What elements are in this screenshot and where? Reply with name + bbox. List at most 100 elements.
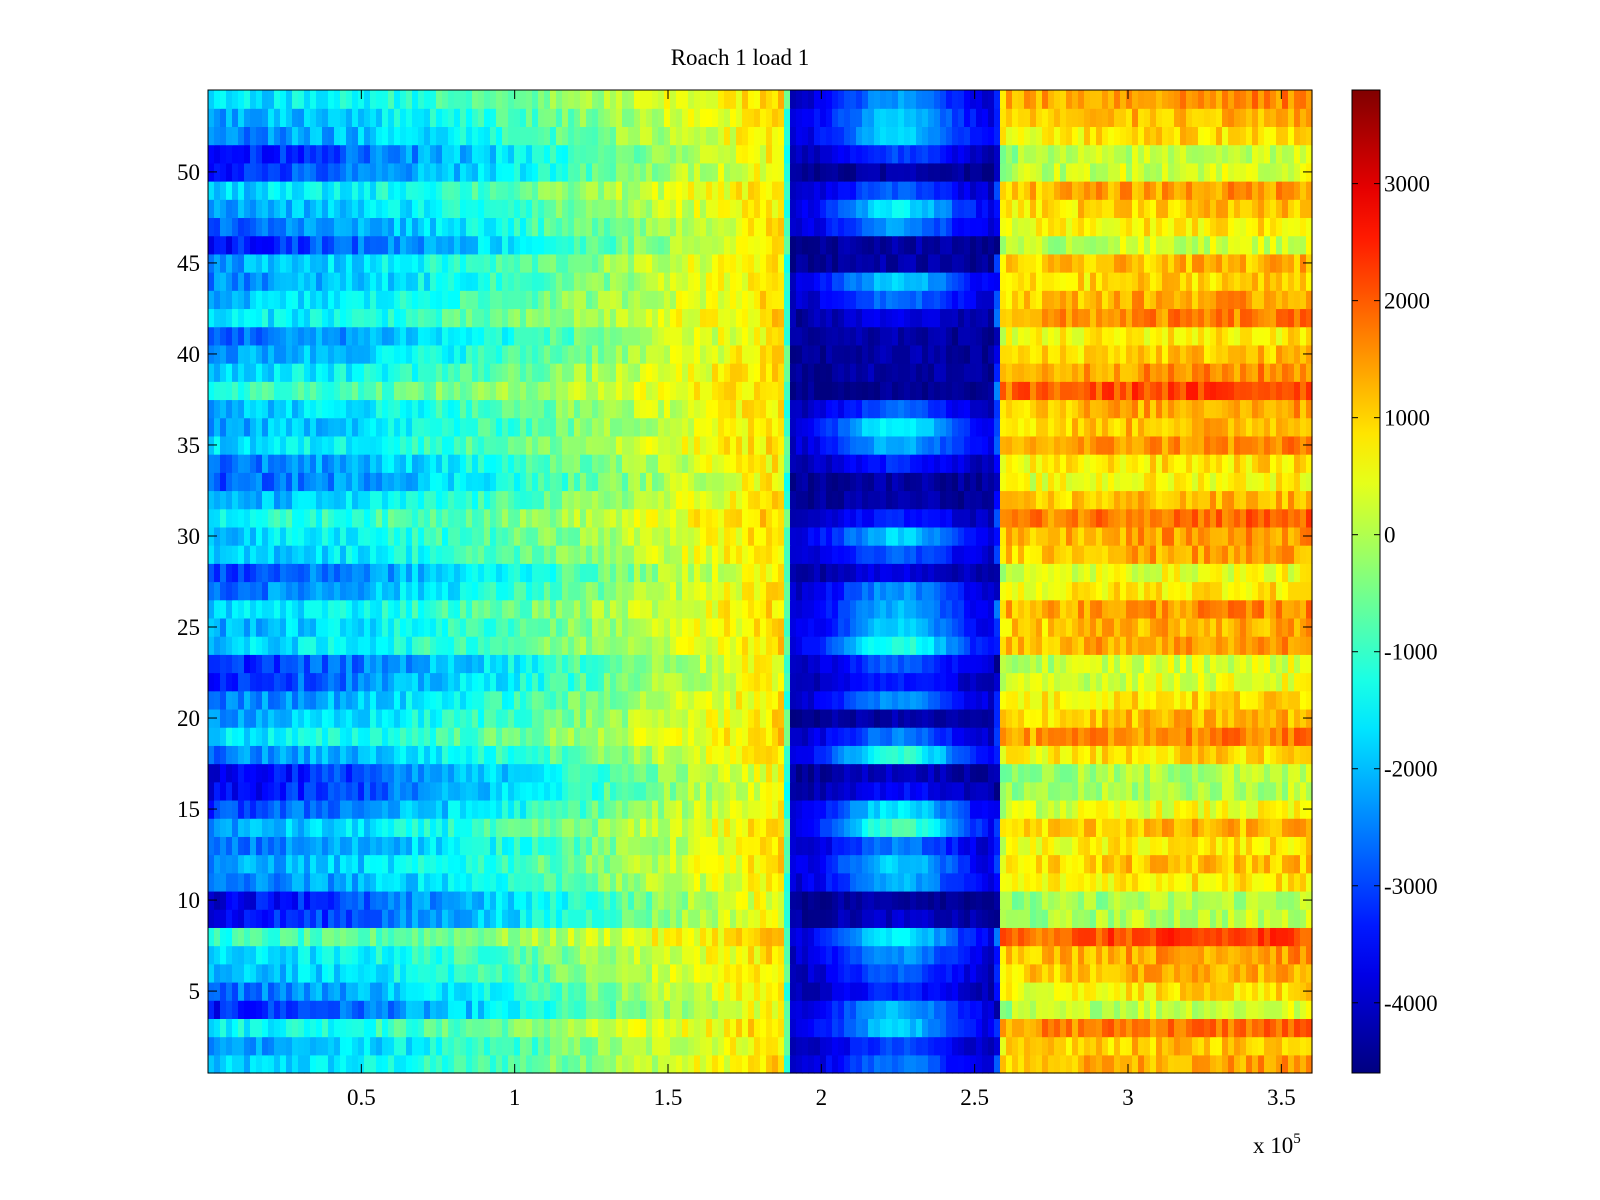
heatmap-cell xyxy=(1060,818,1067,837)
heatmap-cell xyxy=(700,708,707,728)
heatmap-cell xyxy=(508,763,515,783)
heatmap-cell xyxy=(808,745,815,765)
heatmap-cell xyxy=(694,981,701,1001)
heatmap-cell xyxy=(484,981,491,1001)
heatmap-cell xyxy=(370,854,377,874)
heatmap-cell xyxy=(562,963,569,983)
heatmap-cell xyxy=(406,654,413,674)
heatmap-cell xyxy=(1072,818,1079,837)
heatmap-cell xyxy=(226,708,233,728)
heatmap-cell xyxy=(268,1054,275,1074)
heatmap-cell xyxy=(478,654,485,674)
heatmap-cell xyxy=(1234,745,1241,765)
heatmap-cell xyxy=(208,1018,215,1038)
heatmap-cell xyxy=(538,1018,545,1038)
heatmap-cell xyxy=(670,945,677,965)
heatmap-cell xyxy=(862,636,869,655)
heatmap-cell xyxy=(1186,1054,1193,1074)
heatmap-cell xyxy=(334,599,341,619)
heatmap-cell xyxy=(466,727,473,746)
heatmap-cell xyxy=(538,781,545,801)
heatmap-cell xyxy=(1096,1054,1103,1074)
heatmap-cell xyxy=(640,672,647,692)
heatmap-cell xyxy=(604,636,611,655)
heatmap-cell xyxy=(430,836,437,856)
heatmap-cell xyxy=(1060,654,1067,674)
heatmap-cell xyxy=(670,799,677,819)
heatmap-cell xyxy=(1048,745,1055,765)
heatmap-cell xyxy=(292,763,299,783)
heatmap-cell xyxy=(208,909,215,928)
heatmap-cell xyxy=(640,981,647,1001)
heatmap-cell xyxy=(568,854,575,874)
heatmap-cell xyxy=(370,818,377,837)
heatmap-cell xyxy=(574,599,581,619)
heatmap-cell xyxy=(280,690,287,710)
heatmap-cell xyxy=(694,654,701,674)
heatmap-cell xyxy=(952,654,959,674)
heatmap-cell xyxy=(832,872,839,892)
heatmap-cell xyxy=(1294,1054,1301,1074)
heatmap-cell xyxy=(358,745,365,765)
heatmap-cell xyxy=(490,763,497,783)
heatmap-cell xyxy=(808,890,815,910)
heatmap-cell xyxy=(1114,981,1121,1001)
heatmap-cell xyxy=(532,1018,539,1038)
heatmap-cell xyxy=(706,1000,713,1019)
heatmap-cell xyxy=(298,963,305,983)
heatmap-cell xyxy=(1288,581,1295,601)
heatmap-cell xyxy=(856,945,863,965)
heatmap-cell xyxy=(910,890,917,910)
heatmap-cell xyxy=(856,745,863,765)
heatmap-cell xyxy=(1186,872,1193,892)
heatmap-cell xyxy=(250,654,257,674)
heatmap-cell xyxy=(1186,836,1193,856)
heatmap-cell xyxy=(1294,945,1301,965)
heatmap-cell xyxy=(256,818,263,837)
heatmap-cell xyxy=(880,945,887,965)
heatmap-cell xyxy=(790,1018,797,1038)
heatmap-cell xyxy=(376,1036,383,1056)
heatmap-cell xyxy=(496,1018,503,1038)
heatmap-cell xyxy=(292,1018,299,1038)
heatmap-cell xyxy=(1186,818,1193,837)
heatmap-cell xyxy=(1018,890,1025,910)
heatmap-cell xyxy=(610,1036,617,1056)
heatmap-cell xyxy=(1264,581,1271,601)
heatmap-cell xyxy=(736,963,743,983)
heatmap-cell xyxy=(220,963,227,983)
heatmap-cell xyxy=(1138,636,1145,655)
heatmap-cell xyxy=(520,945,527,965)
heatmap-cell xyxy=(802,636,809,655)
heatmap-cell xyxy=(1048,1000,1055,1019)
heatmap-cell xyxy=(910,1018,917,1038)
heatmap-cell xyxy=(250,963,257,983)
heatmap-cell xyxy=(628,727,635,746)
heatmap-cell xyxy=(532,690,539,710)
heatmap-cell xyxy=(976,854,983,874)
heatmap-cell xyxy=(1180,945,1187,965)
heatmap-cell xyxy=(952,818,959,837)
heatmap-cell xyxy=(832,727,839,746)
heatmap-cell xyxy=(550,890,557,910)
heatmap-cell xyxy=(292,1054,299,1074)
heatmap-cell xyxy=(334,636,341,655)
heatmap-cell xyxy=(1198,708,1205,728)
heatmap-cell xyxy=(220,781,227,801)
heatmap-cell xyxy=(748,763,755,783)
heatmap-cell xyxy=(1120,836,1127,856)
heatmap-cell xyxy=(1162,818,1169,837)
heatmap-cell xyxy=(430,599,437,619)
heatmap-cell xyxy=(814,1054,821,1074)
heatmap-cell xyxy=(532,654,539,674)
heatmap-cell xyxy=(544,672,551,692)
heatmap-cell xyxy=(1144,1036,1151,1056)
heatmap-cell xyxy=(1084,818,1091,837)
heatmap-cell xyxy=(1180,581,1187,601)
heatmap-cell xyxy=(1198,672,1205,692)
heatmap-cell xyxy=(1174,1054,1181,1074)
heatmap-cell xyxy=(1198,1018,1205,1038)
heatmap-cell xyxy=(1234,890,1241,910)
heatmap-cell xyxy=(1210,909,1217,928)
heatmap-cell xyxy=(694,1018,701,1038)
